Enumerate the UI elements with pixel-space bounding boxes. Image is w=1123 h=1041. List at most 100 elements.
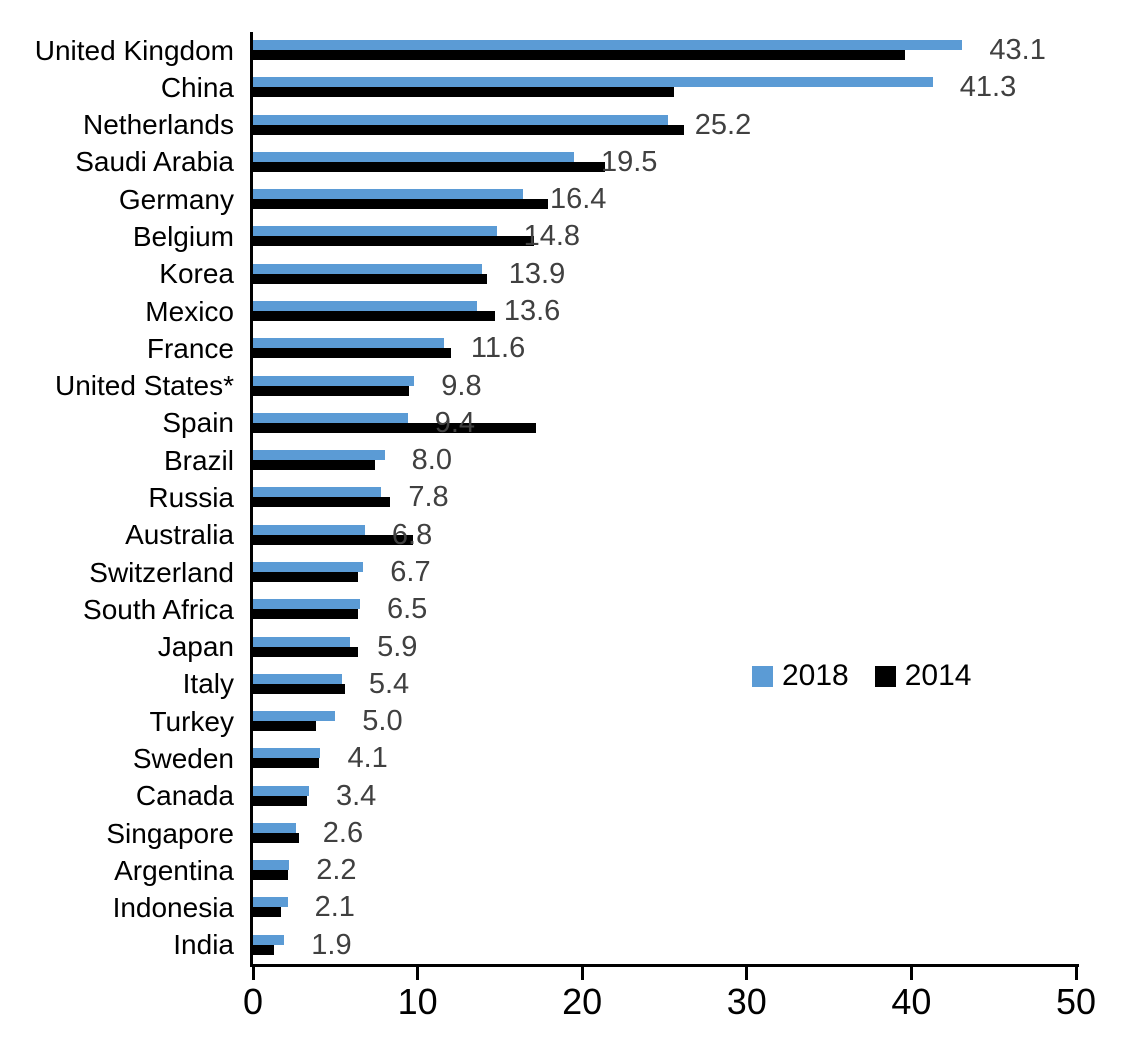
- bars-scale: 6.7: [253, 554, 1076, 591]
- chart-row: Switzerland 6.7: [0, 553, 1123, 592]
- x-tick-label: 50: [1055, 981, 1097, 1022]
- value-label: 1.9: [311, 928, 352, 961]
- bars-area: 43.1: [250, 32, 1123, 70]
- bar-2014: [253, 385, 410, 396]
- bars-area: 2.2: [250, 852, 1123, 890]
- x-tick-label: 0: [242, 981, 264, 1022]
- bar-2014: [253, 609, 359, 620]
- x-tick: [251, 967, 255, 980]
- chart-row: Japan 5.9: [0, 628, 1123, 666]
- value-label: 2.6: [322, 816, 364, 849]
- value-label: 13.6: [503, 294, 561, 327]
- bars-area: 2.1: [250, 889, 1123, 927]
- bar-2018: [253, 561, 364, 572]
- bar-2014: [253, 646, 359, 657]
- bar-2014: [253, 870, 288, 881]
- bar-2018: [253, 151, 574, 162]
- bars-area: 4.1: [250, 740, 1123, 778]
- category-label: Brazil: [163, 444, 234, 476]
- value-label: 6.5: [386, 593, 428, 626]
- bar-2014: [253, 795, 308, 806]
- chart-row: Korea 13.9: [0, 255, 1123, 293]
- legend-entry-2014: 2014: [874, 659, 972, 693]
- category-label: Japan: [157, 631, 234, 663]
- bars-scale: 6.8: [253, 517, 1076, 554]
- bar-2018: [253, 897, 288, 908]
- category-label: Sweden: [132, 742, 234, 774]
- bars-scale: 3.4: [253, 778, 1076, 815]
- chart-row: Indonesia 2.1: [0, 889, 1123, 927]
- bar-2014: [253, 273, 487, 284]
- value-label: 8.0: [411, 444, 452, 477]
- bar-2018: [253, 263, 482, 274]
- chart-row: Australia 6.8: [0, 516, 1123, 554]
- bar-2018: [253, 785, 309, 796]
- value-label: 7.8: [408, 481, 449, 514]
- bars-scale: 25.2: [253, 107, 1076, 144]
- category-label: Germany: [118, 183, 234, 215]
- bar-2018: [253, 77, 933, 88]
- value-label: 9.4: [434, 406, 476, 439]
- bar-2014: [253, 758, 319, 769]
- bar-2018: [253, 822, 296, 833]
- value-label: 6.8: [391, 518, 433, 551]
- bars-area: 8.0: [250, 442, 1123, 480]
- value-label: 2.2: [316, 854, 357, 887]
- bars-scale: 6.5: [253, 591, 1076, 628]
- category-label: United States*: [55, 370, 234, 402]
- category-label: South Africa: [83, 593, 234, 625]
- bar-2014: [253, 907, 281, 918]
- bar-2018: [253, 338, 444, 349]
- bar-2014: [253, 310, 495, 321]
- bars-scale: 11.6: [253, 330, 1076, 367]
- chart-row: Italy 5.4: [0, 665, 1123, 704]
- bars-area: 9.8: [250, 367, 1123, 405]
- legend-entry-2018: 2018: [752, 659, 849, 693]
- category-label: Australia: [125, 519, 234, 551]
- chart-row: Spain 9.4: [0, 404, 1123, 443]
- bars-scale: 41.3: [253, 69, 1076, 106]
- x-axis-line: [250, 964, 1079, 967]
- bar-2014: [253, 348, 451, 359]
- bar-2014: [253, 161, 606, 172]
- bars-area: 1.9: [250, 926, 1123, 965]
- bars-scale: 1.9: [253, 927, 1076, 964]
- bars-scale: 2.6: [253, 815, 1076, 852]
- category-label: India: [173, 929, 234, 961]
- bar-2018: [253, 748, 321, 759]
- category-label: Indonesia: [112, 892, 234, 924]
- bars-area: 13.9: [250, 255, 1123, 293]
- legend: 2018 2014: [752, 659, 972, 693]
- bars-scale: 5.9: [253, 629, 1076, 666]
- value-label: 25.2: [694, 108, 752, 141]
- legend-swatch-2018: [752, 665, 773, 687]
- chart-row: Canada 3.4: [0, 777, 1123, 815]
- value-label: 3.4: [335, 779, 377, 812]
- category-label: Mexico: [145, 295, 234, 327]
- chart-row: Brazil 8.0: [0, 442, 1123, 480]
- bar-2014: [253, 460, 375, 471]
- bar-2018: [253, 40, 963, 50]
- value-label: 5.4: [368, 667, 410, 700]
- bar-2014: [253, 199, 548, 210]
- chart-row: United States* 9.8: [0, 367, 1123, 405]
- bars-scale: 7.8: [253, 479, 1076, 516]
- chart-row: Russia 7.8: [0, 479, 1123, 517]
- bar-2018: [253, 300, 477, 311]
- bars-scale: 13.9: [253, 256, 1076, 293]
- bars-area: 5.4: [250, 665, 1123, 704]
- bars-area: 6.8: [250, 516, 1123, 554]
- bar-2018: [253, 114, 668, 125]
- x-tick-label: 40: [891, 981, 932, 1022]
- bar-2018: [253, 673, 342, 684]
- bars-scale: 8.0: [253, 442, 1076, 479]
- category-label: Turkey: [149, 705, 234, 737]
- bar-2018: [253, 934, 285, 945]
- bars-scale: 16.4: [253, 181, 1076, 218]
- bars-area: 11.6: [250, 330, 1123, 368]
- category-label: Argentina: [114, 854, 234, 886]
- legend-label-2018: 2018: [782, 659, 849, 692]
- bars-area: 16.4: [250, 181, 1123, 219]
- bar-2018: [253, 226, 497, 237]
- bar-2018: [253, 375, 415, 386]
